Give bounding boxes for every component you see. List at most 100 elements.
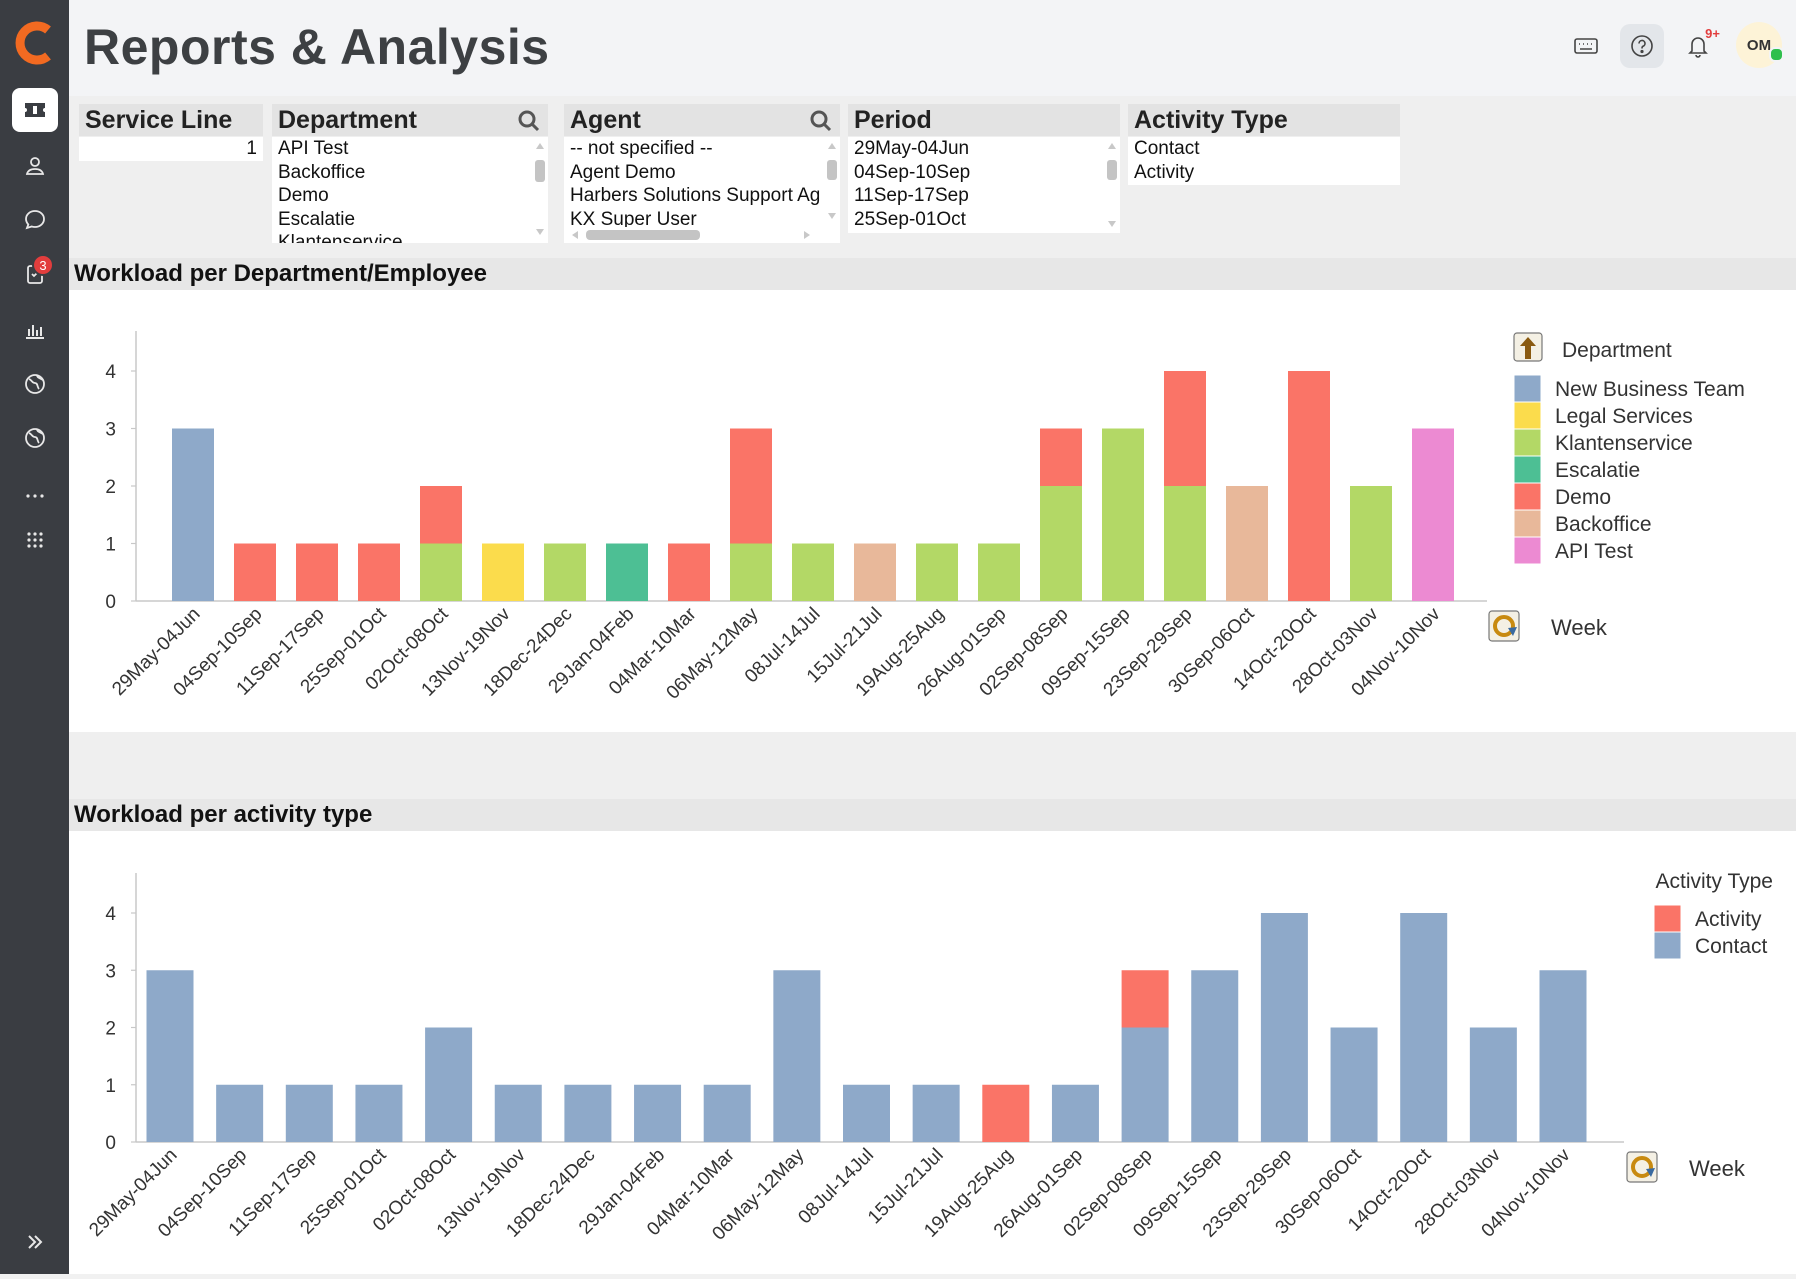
bar-klantenservice[interactable] bbox=[730, 543, 772, 602]
app-logo[interactable] bbox=[10, 18, 60, 68]
activity-type-header[interactable]: Activity Type bbox=[1128, 104, 1400, 136]
list-item[interactable]: -- not specified -- bbox=[570, 138, 713, 159]
bar-contact[interactable] bbox=[634, 1084, 682, 1142]
avatar-initials: OM bbox=[1746, 36, 1772, 54]
bar-backoffice[interactable] bbox=[1226, 486, 1268, 601]
bar-contact[interactable] bbox=[494, 1084, 542, 1142]
bar-contact[interactable] bbox=[564, 1084, 612, 1142]
activity-type-list[interactable]: Contact Activity bbox=[1128, 137, 1400, 185]
list-item[interactable]: 29May-04Jun bbox=[854, 138, 970, 159]
agent-vertical-scrollbar[interactable] bbox=[824, 137, 840, 227]
service-line-list[interactable]: 1 bbox=[79, 137, 263, 161]
bar-klantenservice[interactable] bbox=[544, 543, 586, 602]
bar-contact[interactable] bbox=[1400, 913, 1448, 1142]
bar-demo[interactable] bbox=[420, 486, 462, 544]
agent-list[interactable]: -- not specified -- Agent Demo Harbers S… bbox=[564, 137, 840, 243]
department-scrollbar[interactable] bbox=[532, 137, 548, 243]
bar-activity[interactable] bbox=[1121, 970, 1169, 1028]
list-item[interactable]: Demo bbox=[278, 185, 329, 206]
bar-demo[interactable] bbox=[358, 543, 400, 602]
bar-api-test[interactable] bbox=[1412, 428, 1454, 602]
sidebar-item-web-1[interactable] bbox=[12, 362, 58, 406]
bar-klantenservice[interactable] bbox=[1350, 486, 1392, 601]
bar-demo[interactable] bbox=[1164, 371, 1206, 486]
bar-demo[interactable] bbox=[234, 543, 276, 602]
legend-swatch-demo bbox=[1513, 482, 1542, 511]
bar-contact[interactable] bbox=[146, 970, 194, 1142]
bar-backoffice[interactable] bbox=[854, 543, 896, 602]
bar-demo[interactable] bbox=[730, 428, 772, 544]
bar-contact[interactable] bbox=[1539, 970, 1587, 1142]
sidebar-item-web-2[interactable] bbox=[12, 416, 58, 460]
list-item[interactable]: Backoffice bbox=[278, 161, 366, 183]
keyboard-shortcuts-button[interactable] bbox=[1564, 24, 1608, 68]
week-axis-cycle-button[interactable] bbox=[1626, 1151, 1658, 1183]
bar-legal-services[interactable] bbox=[482, 543, 524, 602]
bar-contact[interactable] bbox=[1121, 1027, 1169, 1143]
period-scrollbar[interactable] bbox=[1104, 137, 1120, 233]
legend-sort-button[interactable] bbox=[1513, 332, 1543, 362]
bar-demo[interactable] bbox=[668, 543, 710, 602]
bar-demo[interactable] bbox=[1040, 428, 1082, 487]
bar-klantenservice[interactable] bbox=[916, 543, 958, 602]
sidebar-expand-button[interactable] bbox=[12, 1220, 58, 1264]
service-line-header[interactable]: Service Line bbox=[79, 104, 263, 136]
bar-klantenservice[interactable] bbox=[1164, 486, 1206, 601]
list-item[interactable]: Contact bbox=[1134, 138, 1200, 159]
bar-activity[interactable] bbox=[982, 1084, 1030, 1142]
legend-swatch-backoffice bbox=[1513, 509, 1542, 538]
department-header[interactable]: Department bbox=[272, 104, 548, 136]
bar-contact[interactable] bbox=[912, 1084, 960, 1142]
period-list[interactable]: 29May-04Jun 04Sep-10Sep 11Sep-17Sep 25Se… bbox=[848, 137, 1120, 233]
sidebar-item-reports[interactable] bbox=[12, 308, 58, 352]
bar-new-business-team[interactable] bbox=[172, 428, 214, 602]
list-item[interactable]: 1 bbox=[246, 138, 257, 159]
bar-contact[interactable] bbox=[425, 1027, 473, 1143]
avatar[interactable]: OM bbox=[1736, 22, 1784, 68]
period-header[interactable]: Period bbox=[848, 104, 1120, 136]
sidebar-item-apps[interactable] bbox=[12, 518, 58, 562]
list-item[interactable]: API Test bbox=[278, 138, 349, 159]
sidebar-item-more[interactable] bbox=[12, 472, 58, 516]
sidebar-item-chat[interactable] bbox=[12, 198, 58, 242]
bar-demo[interactable] bbox=[296, 543, 338, 602]
search-icon[interactable] bbox=[808, 108, 834, 134]
bar-contact[interactable] bbox=[355, 1084, 403, 1142]
list-item[interactable]: Activity bbox=[1134, 161, 1195, 183]
bar-contact[interactable] bbox=[1191, 970, 1239, 1142]
list-item[interactable]: 25Sep-01Oct bbox=[854, 208, 966, 230]
bar-klantenservice[interactable] bbox=[1040, 486, 1082, 601]
bar-klantenservice[interactable] bbox=[792, 543, 834, 602]
bar-contact[interactable] bbox=[773, 970, 821, 1142]
bar-escalatie[interactable] bbox=[606, 543, 648, 602]
notifications-button[interactable]: 9+ bbox=[1676, 24, 1720, 68]
bar-contact[interactable] bbox=[1051, 1084, 1099, 1142]
bar-contact[interactable] bbox=[1330, 1027, 1378, 1143]
help-button[interactable] bbox=[1620, 24, 1664, 68]
list-item[interactable]: Escalatie bbox=[278, 208, 356, 230]
list-item[interactable]: 04Sep-10Sep bbox=[854, 161, 971, 183]
bar-contact[interactable] bbox=[1469, 1027, 1517, 1143]
sidebar-item-tasks[interactable]: 3 bbox=[12, 252, 58, 296]
list-item[interactable]: Harbers Solutions Support Ag bbox=[570, 185, 821, 206]
bar-contact[interactable] bbox=[285, 1084, 333, 1142]
search-icon[interactable] bbox=[516, 108, 542, 134]
list-item[interactable]: Klantenservice bbox=[278, 232, 403, 243]
agent-horizontal-scrollbar[interactable] bbox=[564, 227, 824, 243]
bar-klantenservice[interactable] bbox=[978, 543, 1020, 602]
list-item[interactable]: 11Sep-17Sep bbox=[854, 185, 969, 206]
bar-contact[interactable] bbox=[843, 1084, 890, 1142]
sidebar-item-contacts[interactable] bbox=[12, 144, 58, 188]
bar-klantenservice[interactable] bbox=[420, 543, 462, 602]
bar-contact[interactable] bbox=[703, 1084, 751, 1142]
agent-header[interactable]: Agent bbox=[564, 104, 840, 136]
sidebar-item-tickets[interactable] bbox=[12, 88, 58, 132]
bar-contact[interactable] bbox=[216, 1084, 264, 1142]
department-list[interactable]: API Test Backoffice Demo Escalatie Klant… bbox=[272, 137, 548, 243]
bar-contact[interactable] bbox=[1260, 913, 1308, 1142]
list-item[interactable]: KX Super User bbox=[570, 208, 697, 228]
bar-klantenservice[interactable] bbox=[1102, 428, 1144, 602]
list-item[interactable]: Agent Demo bbox=[570, 161, 676, 183]
bar-demo[interactable] bbox=[1288, 371, 1330, 601]
week-axis-cycle-button[interactable] bbox=[1488, 610, 1520, 642]
